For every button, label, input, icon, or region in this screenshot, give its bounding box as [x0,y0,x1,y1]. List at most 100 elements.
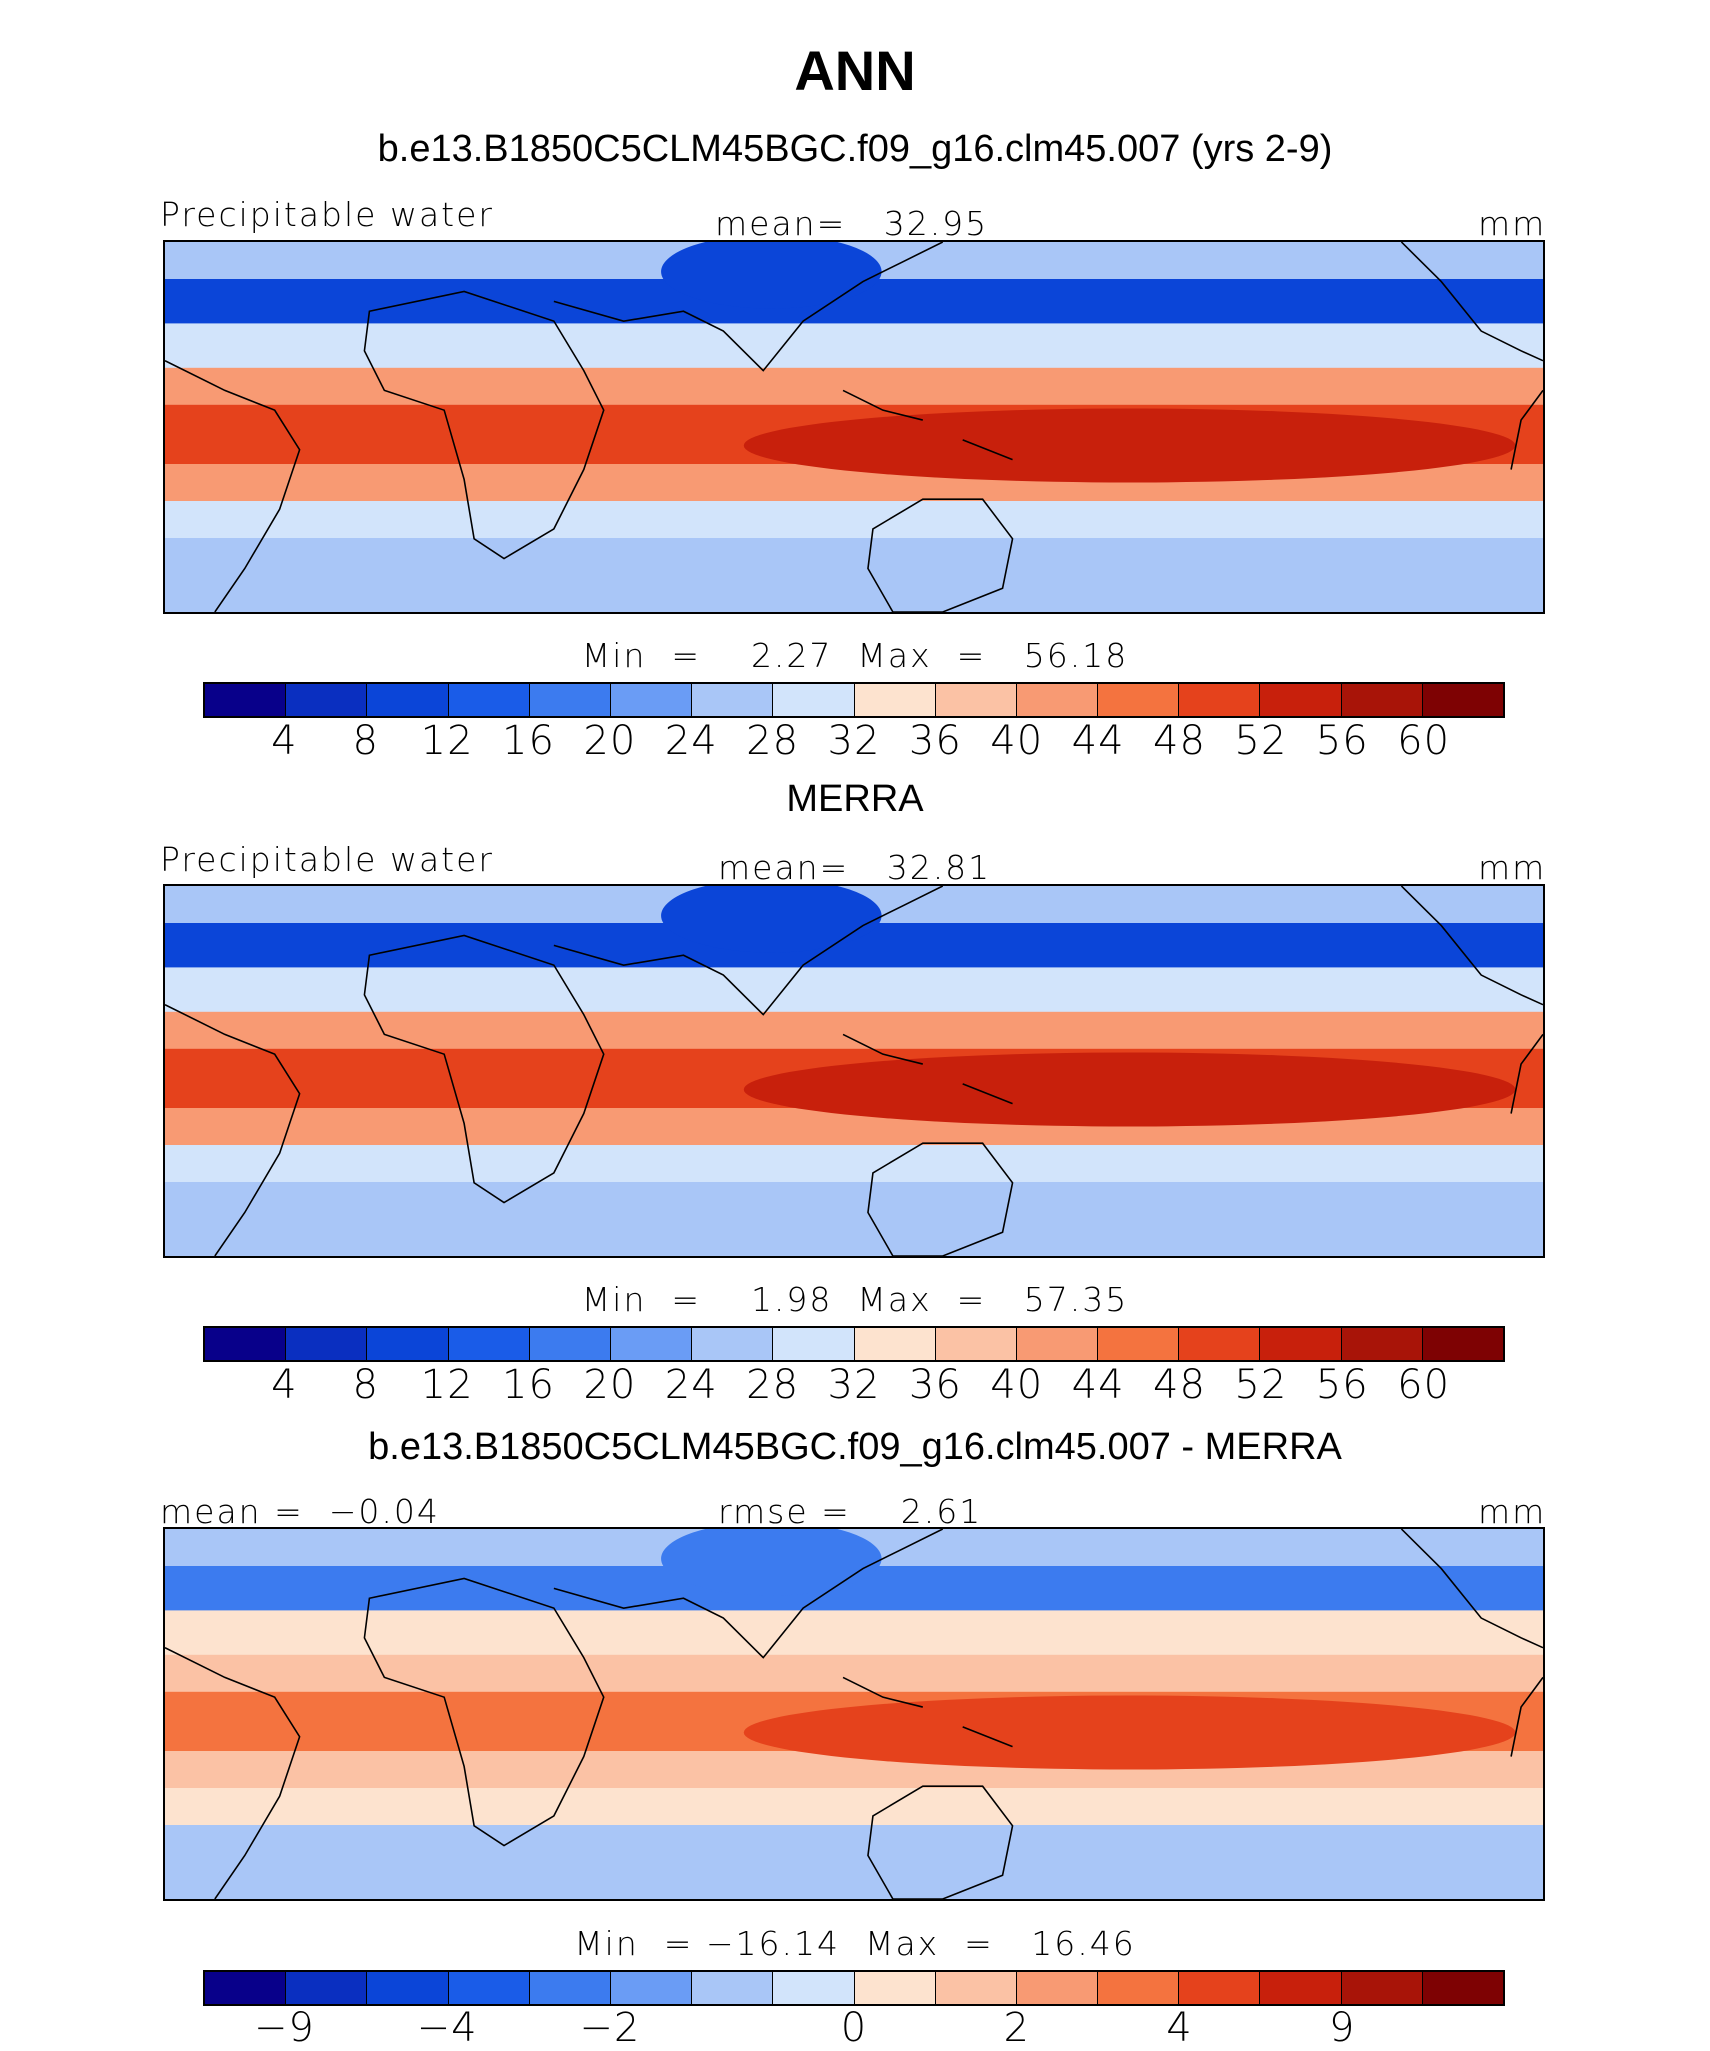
map-coastline [165,1004,301,1256]
map-anomaly-region [661,886,882,953]
colorbar-box [854,684,936,716]
colorbar-box [205,684,287,716]
colorbar-tick-label: −4 [416,2005,478,2051]
colorbar-tick-label: 56 [1315,718,1369,764]
colorbar-box [773,1972,855,2004]
colorbar-box [367,1972,449,2004]
map-coastline [842,1033,1013,1105]
map-coastline [553,886,944,1016]
colorbar-box [1098,1972,1180,2004]
map-coastline [867,1785,1014,1899]
colorbar-tick-label: 40 [990,1362,1044,1408]
colorbar-tick-label: 8 [352,1362,379,1408]
colorbar-box [1422,1328,1503,1360]
map-band [165,323,1543,369]
colorbar-tick-label: 0 [840,2005,868,2051]
colorbar-box [286,1328,368,1360]
panel-3-rmse-label: rmse = 2.61 [718,1492,983,1531]
colorbar-box [1260,1328,1342,1360]
map-coastline [842,389,1013,461]
map-coastline [553,242,944,372]
colorbar-tick-label: 9 [1329,2005,1356,2051]
map-coastline [1400,242,1543,362]
colorbar-box [935,684,1017,716]
map-coastline [1400,886,1543,1006]
colorbar-tick-label: 48 [1153,1362,1206,1408]
colorbar-box [773,1328,855,1360]
colorbar-box [1098,1328,1180,1360]
colorbar-tick-label: 60 [1397,1362,1451,1408]
colorbar-box [1098,684,1180,716]
colorbar-box [854,1328,936,1360]
map-band [165,1145,1543,1183]
panel-1-colorbar-ticks: 4 8 12 16 20 24 28 32 36 40 44 48 52 56 60 [203,718,1505,764]
panel-2-min-max: Min = 1.98 Max = 57.35 [581,1280,1129,1319]
panel-1-units-label: mm [1478,204,1547,243]
colorbar-tick-label: 56 [1315,1362,1369,1408]
colorbar-tick-label: 8 [352,718,379,764]
panel-2-subtitle: MERRA [786,778,924,820]
colorbar-tick-label: 12 [420,1362,474,1408]
panel-2-units-label: mm [1478,848,1547,887]
map-anomaly-region [661,1529,882,1596]
panel-3-colorbar-ticks: −9 −4 −2 0 2 4 9 [203,2005,1505,2051]
colorbar-box [286,684,368,716]
map-coastline [1400,1529,1543,1649]
panel-3-mean-label: mean = −0.04 [160,1492,440,1531]
colorbar-box [1179,1328,1261,1360]
map-band [165,1011,1543,1050]
colorbar-tick-label: 20 [583,1362,637,1408]
colorbar-tick-label: 24 [664,1362,718,1408]
colorbar-tick-label: 32 [827,1362,881,1408]
colorbar-box [1260,684,1342,716]
colorbar-tick-label: 12 [420,718,474,764]
colorbar-box [1016,1972,1099,2004]
colorbar-box [610,1972,693,2004]
panel-1-colorbar [203,682,1505,718]
map-anomaly-region [743,408,1516,483]
colorbar-tick-label: 36 [908,1362,962,1408]
colorbar-tick-label: 28 [746,718,800,764]
colorbar-box [1016,1328,1099,1360]
map-band [165,967,1543,1013]
panel-2-variable-label: Precipitable water [160,840,494,879]
colorbar-box [529,1328,611,1360]
colorbar-tick-label: 48 [1153,718,1206,764]
colorbar-tick-label: 24 [664,718,718,764]
colorbar-box [1179,1972,1261,2004]
colorbar-tick-label: 60 [1397,718,1451,764]
colorbar-box [1341,684,1423,716]
panel-1-map [163,240,1545,614]
colorbar-box [448,684,530,716]
colorbar-box [529,684,611,716]
map-anomaly-region [743,1052,1516,1127]
colorbar-box [692,684,774,716]
colorbar-box [692,1328,774,1360]
panel-1-variable-label: Precipitable water [160,195,494,234]
colorbar-box [367,684,449,716]
colorbar-tick-label: 36 [908,718,962,764]
map-band [165,1788,1543,1826]
colorbar-tick-label: 52 [1234,718,1288,764]
panel-3-units-label: mm [1478,1492,1547,1531]
panel-2-mean-label: mean= 32.81 [718,848,992,887]
map-band [165,501,1543,539]
map-band [165,367,1543,406]
colorbar-tick-label: 2 [1003,2005,1030,2051]
colorbar-box [1422,1972,1503,2004]
panel-1-mean-label: mean= 32.95 [715,204,989,243]
colorbar-box [1179,684,1261,716]
colorbar-tick-label: 40 [990,718,1044,764]
colorbar-box [773,684,855,716]
colorbar-tick-label: 4 [1166,2005,1193,2051]
colorbar-box [1016,684,1099,716]
map-coastline [553,1529,944,1659]
colorbar-box [1341,1972,1423,2004]
colorbar-tick-label: 44 [1071,1362,1125,1408]
colorbar-tick-label: −2 [579,2005,641,2051]
colorbar-box [205,1328,287,1360]
colorbar-box [854,1972,936,2004]
map-coastline [1510,1676,1543,1757]
map-coastline [363,1577,605,1847]
map-band [165,1654,1543,1693]
